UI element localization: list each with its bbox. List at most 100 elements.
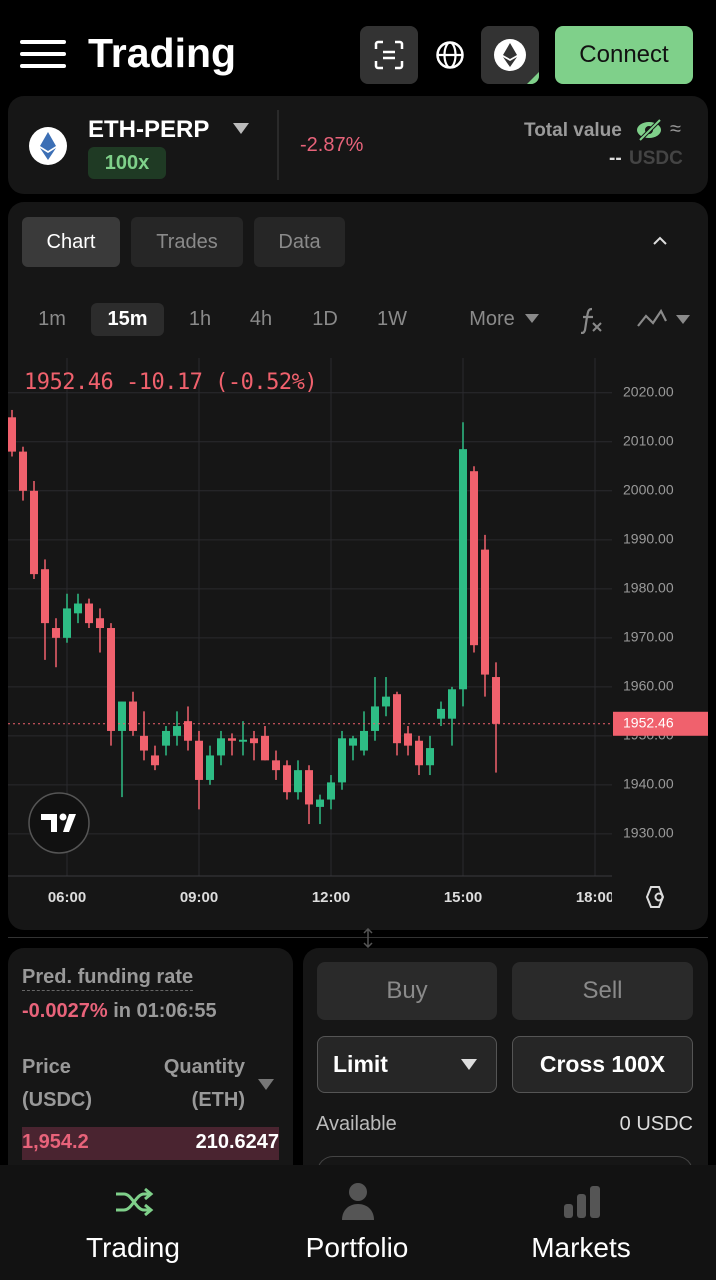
dropdown-arrow[interactable] <box>258 1079 274 1091</box>
page-title: Trading <box>88 30 237 76</box>
candle-body <box>162 730 170 746</box>
wallet-button[interactable] <box>481 26 539 84</box>
candle-body <box>327 782 335 800</box>
timeframe[interactable]: 1h <box>188 308 212 330</box>
candle-body <box>228 738 236 741</box>
candle-body <box>129 701 137 731</box>
price-header-unit: (USDC) <box>22 1089 92 1111</box>
candle-body <box>195 740 203 780</box>
dropdown-arrow <box>525 314 539 323</box>
price-header: Price <box>22 1056 71 1078</box>
nav-label[interactable]: Trading <box>86 1232 180 1263</box>
leverage-badge: 100x <box>88 147 166 179</box>
trading-icon[interactable] <box>114 1186 154 1218</box>
funding-row: -0.0027% in 01:06:55 <box>22 1000 217 1023</box>
dropdown-arrow <box>461 1059 477 1070</box>
y-tick-label: 2000.00 <box>623 482 674 498</box>
connect-button[interactable]: Connect <box>555 26 693 84</box>
x-tick-label: 09:00 <box>180 889 218 906</box>
candle-body <box>272 760 280 771</box>
resize-handle[interactable] <box>362 928 374 948</box>
x-tick-label: 18:00 <box>576 889 614 906</box>
candle-body <box>74 603 82 614</box>
candle-body <box>481 549 489 675</box>
tab[interactable]: Trades <box>131 217 243 267</box>
hide-icon[interactable] <box>636 118 664 142</box>
tradingview-logo <box>28 792 90 854</box>
candle-body <box>283 765 291 793</box>
y-tick-label: 1990.00 <box>623 531 674 547</box>
tab[interactable]: Data <box>254 217 345 267</box>
nav-label[interactable]: Markets <box>531 1232 631 1263</box>
menu-icon[interactable] <box>20 40 68 70</box>
timeframe[interactable]: 4h <box>249 308 273 330</box>
candle-body <box>217 738 225 756</box>
candle-body <box>8 417 16 452</box>
collapse-icon[interactable] <box>652 236 668 246</box>
candle-body <box>52 628 60 638</box>
timeframe[interactable]: 1m <box>38 308 66 330</box>
x-tick-label: 06:00 <box>48 889 86 906</box>
available-label: Available <box>316 1113 397 1135</box>
panel-divider <box>8 937 708 938</box>
candle-body <box>85 603 93 624</box>
last-price-label: 1952.46 <box>623 714 674 730</box>
ask-quantity: 210.6247 <box>195 1131 279 1153</box>
candle-body <box>448 689 456 719</box>
markets-icon[interactable] <box>562 1184 602 1220</box>
nav-label[interactable]: Portfolio <box>305 1232 409 1263</box>
dropdown-arrow <box>233 123 249 134</box>
y-tick-label: 1980.00 <box>623 580 674 596</box>
total-value-unit: USDC <box>629 148 683 169</box>
scan-button[interactable] <box>360 26 418 84</box>
candle-body <box>415 740 423 766</box>
indicator-icon[interactable] <box>578 306 604 334</box>
funding-rate: -0.0027% <box>22 1000 108 1022</box>
divider <box>277 110 279 180</box>
margin-button[interactable]: Cross 100X <box>512 1036 693 1093</box>
candle-body <box>426 748 434 766</box>
x-tick-label: 12:00 <box>312 889 350 906</box>
y-tick-label: 2010.00 <box>623 433 674 449</box>
timeframe[interactable]: 1W <box>377 308 407 330</box>
settings-icon[interactable] <box>645 886 665 908</box>
timeframe[interactable]: 1D <box>312 308 338 330</box>
eth-icon <box>494 39 539 84</box>
candle-body <box>470 471 478 646</box>
candle-body <box>382 696 390 707</box>
portfolio-icon[interactable] <box>340 1180 376 1222</box>
candle-body <box>316 799 324 807</box>
available-balance: 0 USDC <box>620 1113 693 1136</box>
candle-body <box>338 738 346 783</box>
y-tick-label: 1930.00 <box>623 825 674 841</box>
buy-button[interactable]: Buy <box>317 962 497 1020</box>
sell-button[interactable]: Sell <box>512 962 693 1020</box>
orderbook-panel <box>8 948 293 1208</box>
ohlc-legend: 1952.46 -10.17 (-0.52%) <box>24 370 317 395</box>
total-value-label: Total value <box>524 120 622 141</box>
candle-body <box>151 755 159 766</box>
funding-label: Pred. funding rate <box>22 966 194 991</box>
globe-icon[interactable] <box>435 40 465 70</box>
timeframe[interactable]: 15m <box>91 303 164 336</box>
candle-body <box>305 770 313 805</box>
y-tick-label: 1970.00 <box>623 629 674 645</box>
candle-body <box>96 618 104 629</box>
candle-body <box>349 738 357 746</box>
last-price-tag <box>613 711 708 736</box>
tab[interactable]: Chart <box>22 217 120 267</box>
more-button[interactable]: More <box>469 308 515 330</box>
candle-body <box>261 735 269 761</box>
market-symbol[interactable]: ETH-PERP <box>88 116 210 143</box>
chart-type-icon[interactable] <box>636 306 692 332</box>
scan-icon <box>374 40 404 70</box>
candle-body <box>360 730 368 751</box>
y-tick-label: 2020.00 <box>623 383 674 399</box>
ask-price[interactable]: 1,954.2 <box>22 1131 89 1153</box>
candle-body <box>459 449 467 690</box>
y-tick-label: 1940.00 <box>623 776 674 792</box>
candle-body <box>239 739 247 742</box>
candle-body <box>41 569 49 624</box>
